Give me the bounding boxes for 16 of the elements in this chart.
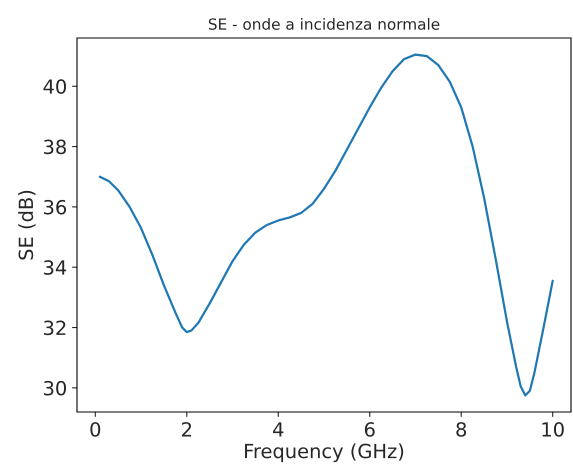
y-tick-label: 38 — [44, 140, 66, 154]
y-axis-title: SE (dB) — [18, 190, 36, 260]
x-tick-label: 10 — [542, 422, 564, 437]
y-tick-label: 32 — [44, 320, 66, 336]
x-tick-label: 4 — [273, 422, 284, 436]
x-tick-label: 6 — [364, 422, 375, 437]
chart-title: SE - onde a incidenza normale — [208, 18, 440, 30]
x-axis-title: Frequency (GHz) — [245, 443, 404, 462]
y-tick-label: 30 — [44, 380, 66, 396]
y-tick-label: 36 — [44, 200, 66, 215]
x-tick-label: 0 — [90, 422, 100, 437]
x-tick-label: 8 — [456, 422, 466, 437]
y-tick-label: 40 — [43, 79, 66, 94]
y-tick-label: 34 — [44, 260, 66, 275]
line-series — [98, 53, 554, 397]
x-tick-label: 2 — [182, 422, 192, 436]
